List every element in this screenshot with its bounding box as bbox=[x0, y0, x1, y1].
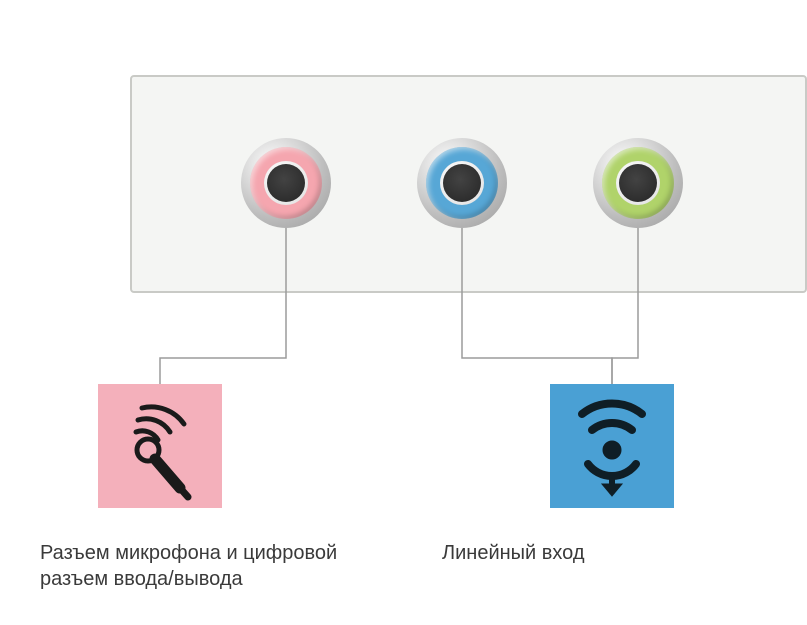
line-in-icon bbox=[550, 384, 674, 508]
mic-icon-box bbox=[98, 384, 222, 508]
line-in-caption: Линейный вход bbox=[442, 540, 702, 566]
line-in-icon-box bbox=[550, 384, 674, 508]
audio-jack-mic bbox=[241, 138, 331, 228]
microphone-icon bbox=[98, 384, 222, 508]
audio-jack-line-out bbox=[417, 138, 507, 228]
audio-jack-line-in bbox=[593, 138, 683, 228]
mic-caption: Разъем микрофона и цифровой разъем ввода… bbox=[40, 540, 400, 592]
